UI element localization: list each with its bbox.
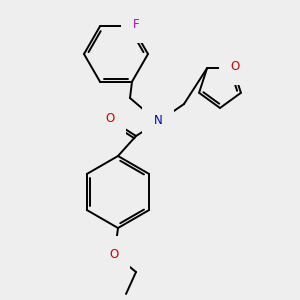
Text: O: O [230, 60, 240, 73]
Text: O: O [105, 112, 115, 125]
Text: O: O [110, 248, 118, 260]
Text: F: F [133, 18, 139, 31]
Text: N: N [154, 115, 162, 128]
